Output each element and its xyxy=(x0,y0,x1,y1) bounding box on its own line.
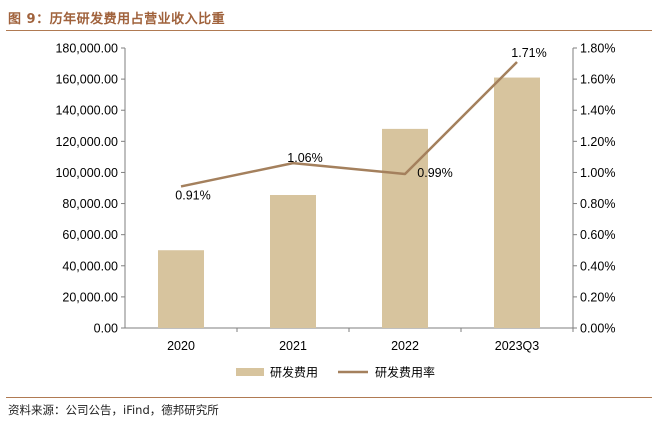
y-right-tick-label: 0.60% xyxy=(580,228,615,242)
y-left-tick-label: 0.00 xyxy=(94,322,118,336)
x-tick-label: 2022 xyxy=(391,339,419,353)
y-left-tick-label: 140,000.00 xyxy=(55,104,118,118)
y-right-tick-label: 0.00% xyxy=(580,322,615,336)
line-data-label: 1.06% xyxy=(287,151,322,165)
x-tick-label: 2021 xyxy=(279,339,307,353)
line-data-label: 1.71% xyxy=(511,46,546,60)
y-right-tick-label: 1.80% xyxy=(580,42,615,56)
y-left-tick-label: 180,000.00 xyxy=(55,42,118,56)
y-right-tick-label: 0.20% xyxy=(580,290,615,304)
bar-rd-expense xyxy=(382,128,428,328)
legend-bar-swatch xyxy=(236,368,264,376)
y-left-tick-label: 100,000.00 xyxy=(55,166,118,180)
line-rd-ratio xyxy=(180,61,518,188)
legend-line-label: 研发费用率 xyxy=(375,365,435,380)
figure-title: 图 9：历年研发费用占营业收入比重 xyxy=(8,12,226,27)
y-left-tick-label: 60,000.00 xyxy=(62,228,118,242)
y-left-tick-label: 120,000.00 xyxy=(55,135,118,149)
x-tick-label: 2023Q3 xyxy=(495,339,540,353)
y-right-tick-label: 0.80% xyxy=(580,197,615,211)
y-right-tick-label: 1.60% xyxy=(580,73,615,87)
y-right-tick-label: 1.40% xyxy=(580,104,615,118)
y-left-tick-label: 20,000.00 xyxy=(62,290,118,304)
y-left-tick-label: 40,000.00 xyxy=(62,259,118,273)
title-divider xyxy=(6,30,652,31)
y-right-tick-label: 0.40% xyxy=(580,259,615,273)
bar-rd-expense xyxy=(270,195,316,328)
x-tick-label: 2020 xyxy=(167,339,195,353)
source-note: 资料来源：公司公告，iFind，德邦研究所 xyxy=(8,403,219,417)
line-data-label: 0.99% xyxy=(417,166,452,180)
y-right-tick-label: 1.00% xyxy=(580,166,615,180)
bar-rd-expense xyxy=(158,250,204,328)
source-divider xyxy=(6,397,652,398)
y-right-tick-label: 1.20% xyxy=(580,135,615,149)
y-left-tick-label: 80,000.00 xyxy=(62,197,118,211)
legend-bar-label: 研发费用 xyxy=(270,365,318,380)
bar-rd-expense xyxy=(494,77,540,328)
y-left-tick-label: 160,000.00 xyxy=(55,73,118,87)
line-data-label: 0.91% xyxy=(175,188,210,202)
